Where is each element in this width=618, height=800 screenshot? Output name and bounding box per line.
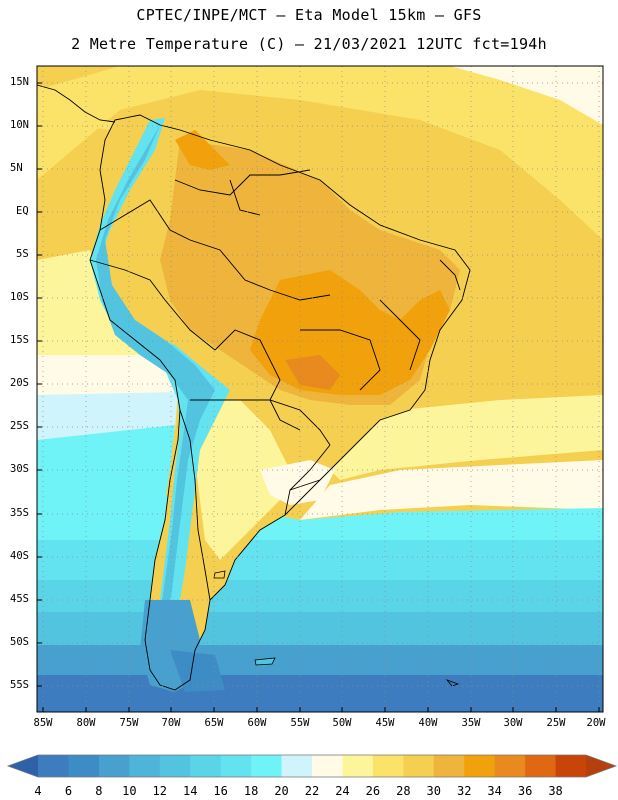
colorbar-low-arrow <box>8 755 38 777</box>
colorbar-label: 28 <box>396 784 411 798</box>
pacific-band-a <box>37 250 170 370</box>
lat-label: 45S <box>10 593 29 605</box>
argentina-mild <box>195 400 290 560</box>
colorbar-label: 10 <box>122 784 137 798</box>
colorbar-label: 30 <box>426 784 441 798</box>
colorbar-swatches <box>6 754 618 778</box>
lat-label: EQ <box>16 205 29 217</box>
colorbar-label: 12 <box>152 784 167 798</box>
lon-label: 65W <box>204 717 224 729</box>
lon-label: 40W <box>418 717 438 729</box>
colorbar-label: 24 <box>335 784 350 798</box>
colorbar-swatch <box>342 755 374 777</box>
central-america-land <box>37 85 115 130</box>
colorbar <box>6 754 618 778</box>
lat-label: 55S <box>10 679 29 691</box>
colorbar-swatch <box>38 755 69 777</box>
colorbar-swatch <box>220 755 252 777</box>
colorbar-label: 6 <box>64 784 73 798</box>
temperature-field <box>37 66 603 712</box>
lon-label: 60W <box>247 717 267 729</box>
colorbar-swatch <box>312 755 343 777</box>
warm-north-atlantic <box>450 66 603 125</box>
lat-label: 10N <box>10 119 29 131</box>
coastlines-borders <box>37 84 471 691</box>
atlantic-band-a <box>300 395 603 480</box>
lat-label: 10S <box>10 291 29 303</box>
colorbar-swatch <box>281 755 313 777</box>
colorbar-swatch <box>525 755 557 777</box>
pacific-band-c <box>37 392 178 450</box>
lon-label: 75W <box>119 717 139 729</box>
colorbar-label: 4 <box>34 784 42 798</box>
southern-band-b <box>37 645 603 680</box>
pacific-band-d <box>37 425 175 505</box>
map-title-line1: CPTEC/INPE/MCT – Eta Model 15km – GFS <box>136 6 482 24</box>
colorbar-swatch <box>98 755 130 777</box>
southern-band-c <box>37 675 603 712</box>
lon-label: 20W <box>586 717 606 729</box>
colorbar-label: 36 <box>517 784 533 798</box>
colorbar-swatch <box>433 755 465 777</box>
lat-label: 40S <box>10 550 29 562</box>
lon-label: 25W <box>546 717 566 729</box>
lat-label: 20S <box>10 377 29 389</box>
colorbar-swatch <box>159 755 191 777</box>
colorbar-high-arrow <box>586 755 616 777</box>
lon-label: 35W <box>461 717 481 729</box>
map-frame <box>36 65 604 713</box>
lat-label: 5S <box>16 248 29 260</box>
colorbar-label: 26 <box>365 784 381 798</box>
colorbar-swatch <box>129 755 161 777</box>
colorbar-swatch <box>403 755 435 777</box>
andes-colder <box>96 125 215 660</box>
axis-ticks <box>37 82 600 712</box>
colorbar-swatch <box>464 755 496 777</box>
lon-label: 85W <box>33 717 53 729</box>
colorbar-swatch <box>372 755 404 777</box>
lon-label: 50W <box>332 717 352 729</box>
colorbar-label: 8 <box>95 784 103 798</box>
colorbar-label: 32 <box>456 784 472 798</box>
colorbar-swatch <box>251 755 283 777</box>
venezuela-hot <box>175 130 230 170</box>
lat-label: 35S <box>10 507 29 519</box>
colorbar-label: 18 <box>243 784 259 798</box>
colorbar-swatch <box>494 755 526 777</box>
colorbar-label: 14 <box>182 784 198 798</box>
lon-label: 45W <box>375 717 395 729</box>
colorbar-label: 16 <box>213 784 228 798</box>
lat-label: 15N <box>10 76 29 88</box>
lon-label: 55W <box>290 717 310 729</box>
lat-label: 15S <box>10 334 29 346</box>
lat-label: 25S <box>10 420 29 432</box>
lat-label: 30S <box>10 463 29 475</box>
falkland-islands <box>254 657 276 666</box>
lon-label: 80W <box>76 717 96 729</box>
colorbar-swatch <box>555 755 587 777</box>
colorbar-swatch <box>68 755 100 777</box>
tropical-ocean <box>37 66 603 240</box>
colorbar-label: 22 <box>304 784 320 798</box>
lon-label: 30W <box>503 717 523 729</box>
southern-band-a <box>37 612 603 650</box>
colorbar-label: 34 <box>487 784 502 798</box>
lat-label: 50S <box>10 636 29 648</box>
lat-label: 5N <box>10 162 23 174</box>
south-georgia <box>445 679 460 687</box>
map-title-line2: 2 Metre Temperature (C) – 21/03/2021 12U… <box>71 35 547 53</box>
colorbar-swatch <box>190 755 222 777</box>
colorbar-label: 20 <box>274 784 289 798</box>
colorbar-label: 38 <box>548 784 563 798</box>
tierra-del-fuego-cold <box>170 650 225 692</box>
hotspot <box>285 355 340 390</box>
atlantic-band-b <box>300 460 603 520</box>
lon-label: 70W <box>161 717 181 729</box>
